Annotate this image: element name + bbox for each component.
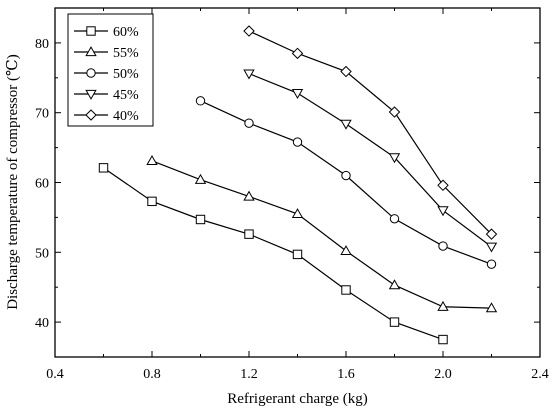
y-tick-label: 50 xyxy=(35,246,49,261)
square-marker xyxy=(244,229,254,239)
circle-marker xyxy=(438,241,448,251)
circle-marker xyxy=(86,68,96,78)
square-marker xyxy=(195,214,206,225)
triangle-up-marker xyxy=(388,279,401,290)
y-axis-label: Discharge temperature of compressor (℃) xyxy=(5,54,21,310)
x-tick-label: 0.4 xyxy=(46,367,64,382)
diamond-marker xyxy=(340,65,352,78)
y-tick-label: 80 xyxy=(35,37,49,52)
series-55-pct xyxy=(146,155,498,313)
legend-label: 60% xyxy=(113,25,139,40)
x-tick-label: 0.8 xyxy=(143,367,161,382)
y-tick-label: 40 xyxy=(35,316,49,331)
triangle-down-marker xyxy=(85,89,97,100)
series-layer xyxy=(98,25,498,345)
diamond-marker xyxy=(485,228,498,240)
legend-entry: 40% xyxy=(74,109,139,124)
legend-label: 55% xyxy=(113,46,139,61)
series-45-pct xyxy=(243,69,498,253)
triangle-down-marker xyxy=(291,89,304,99)
square-marker xyxy=(438,334,448,345)
square-marker xyxy=(98,163,109,173)
triangle-down-marker xyxy=(485,242,498,253)
legend-entry: 55% xyxy=(74,46,139,61)
legend-entry: 45% xyxy=(74,88,139,103)
triangle-down-marker xyxy=(243,69,255,80)
square-marker xyxy=(147,196,157,207)
triangle-up-marker xyxy=(146,155,158,165)
diamond-marker xyxy=(437,179,449,192)
diamond-marker xyxy=(243,25,255,37)
triangle-up-marker xyxy=(243,190,255,201)
circle-marker xyxy=(486,259,497,269)
legend: 60% 55% 50% 45% 40% xyxy=(67,13,154,127)
series-40-pct xyxy=(243,25,498,240)
triangle-up-marker xyxy=(340,245,352,256)
legend-label: 45% xyxy=(113,88,139,103)
series-50-pct xyxy=(195,96,497,269)
circle-marker xyxy=(244,118,254,128)
x-tick-label: 1.2 xyxy=(240,367,258,382)
legend-entry: 60% xyxy=(74,25,139,40)
square-marker xyxy=(86,26,96,36)
x-tick-label: 2.4 xyxy=(531,367,549,382)
circle-marker xyxy=(292,137,303,147)
circle-marker xyxy=(341,170,351,181)
triangle-up-marker xyxy=(194,173,207,184)
triangle-down-marker xyxy=(340,119,352,130)
triangle-up-marker xyxy=(291,208,304,219)
diamond-marker xyxy=(85,109,97,121)
y-tick-label: 60 xyxy=(35,177,49,192)
square-marker xyxy=(341,285,351,295)
series-line xyxy=(151,160,492,309)
x-axis: 0.4 0.8 1.2 1.6 2.0 2.4 xyxy=(46,8,549,382)
square-marker xyxy=(389,317,400,327)
legend-entry: 50% xyxy=(74,67,139,82)
series-line xyxy=(248,73,492,248)
series-60-pct xyxy=(98,163,448,345)
triangle-down-marker xyxy=(437,206,449,217)
y-tick-label: 70 xyxy=(35,107,49,122)
square-marker xyxy=(292,249,303,260)
triangle-up-marker xyxy=(85,46,97,57)
triangle-up-marker xyxy=(485,302,498,313)
series-line xyxy=(248,30,492,235)
y-axis: 40 50 60 70 80 xyxy=(35,7,540,358)
x-tick-label: 2.0 xyxy=(434,367,452,382)
triangle-down-marker xyxy=(388,153,401,164)
legend-label: 40% xyxy=(113,109,139,124)
legend-label: 50% xyxy=(113,67,139,82)
circle-marker xyxy=(195,96,206,106)
x-tick-label: 1.6 xyxy=(337,367,355,382)
triangle-up-marker xyxy=(437,300,449,311)
diamond-marker xyxy=(388,106,401,118)
diamond-marker xyxy=(291,47,304,60)
x-axis-label: Refrigerant charge (kg) xyxy=(227,391,368,407)
circle-marker xyxy=(389,214,400,224)
legend-box xyxy=(67,13,154,127)
series-line xyxy=(103,167,444,341)
